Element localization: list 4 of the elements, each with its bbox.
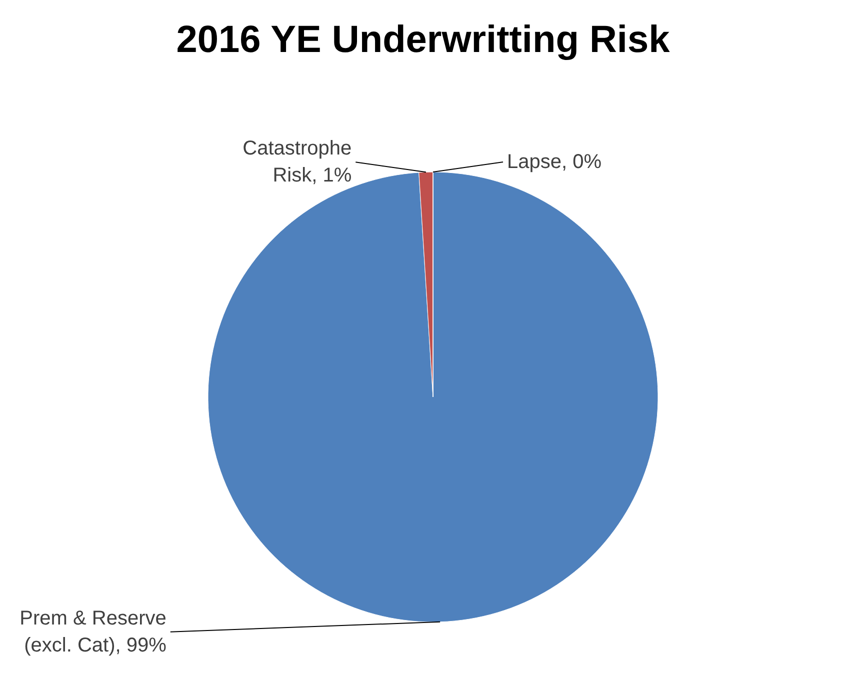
chart-title: 2016 YE Underwritting Risk xyxy=(176,19,671,61)
legend-label: Lapse, 0% xyxy=(507,151,602,173)
slice-label: Catastrophe Risk, 1% xyxy=(242,138,352,187)
slice-label: Prem & Reserve (excl. Cat), 99% xyxy=(20,607,167,656)
